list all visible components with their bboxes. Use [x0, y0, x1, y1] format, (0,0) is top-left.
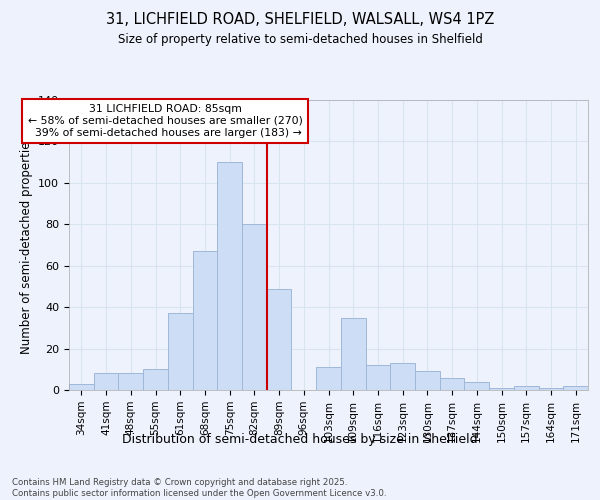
- Bar: [415, 372, 440, 390]
- Y-axis label: Number of semi-detached properties: Number of semi-detached properties: [20, 136, 32, 354]
- Bar: [94, 374, 118, 390]
- Bar: [514, 386, 539, 390]
- Text: Contains HM Land Registry data © Crown copyright and database right 2025.
Contai: Contains HM Land Registry data © Crown c…: [12, 478, 386, 498]
- Bar: [539, 388, 563, 390]
- Bar: [143, 370, 168, 390]
- Bar: [489, 388, 514, 390]
- Bar: [563, 386, 588, 390]
- Text: 31 LICHFIELD ROAD: 85sqm
← 58% of semi-detached houses are smaller (270)
  39% o: 31 LICHFIELD ROAD: 85sqm ← 58% of semi-d…: [28, 104, 302, 138]
- Bar: [464, 382, 489, 390]
- Bar: [69, 384, 94, 390]
- Bar: [267, 288, 292, 390]
- Bar: [118, 374, 143, 390]
- Bar: [440, 378, 464, 390]
- Bar: [242, 224, 267, 390]
- Text: Size of property relative to semi-detached houses in Shelfield: Size of property relative to semi-detach…: [118, 32, 482, 46]
- Text: Distribution of semi-detached houses by size in Shelfield: Distribution of semi-detached houses by …: [122, 432, 478, 446]
- Bar: [341, 318, 365, 390]
- Bar: [193, 251, 217, 390]
- Bar: [365, 365, 390, 390]
- Bar: [390, 363, 415, 390]
- Text: 31, LICHFIELD ROAD, SHELFIELD, WALSALL, WS4 1PZ: 31, LICHFIELD ROAD, SHELFIELD, WALSALL, …: [106, 12, 494, 28]
- Bar: [217, 162, 242, 390]
- Bar: [316, 367, 341, 390]
- Bar: [168, 314, 193, 390]
